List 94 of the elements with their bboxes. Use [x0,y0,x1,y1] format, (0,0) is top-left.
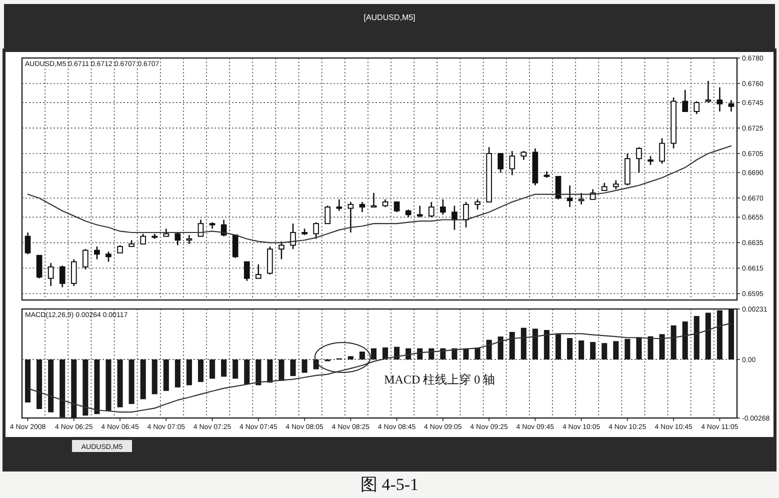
bar [278,359,284,381]
bar [474,348,480,360]
annotation: MACD 柱线上穿 0 轴 [384,372,496,386]
candlestick [278,240,284,260]
candlestick [578,192,584,206]
bar [221,359,227,377]
candlestick [198,219,204,237]
candlestick [186,234,192,245]
candlestick [566,184,573,208]
candlestick [416,205,423,218]
candlestick [94,246,100,260]
candlestick [636,146,642,174]
bar [232,359,238,379]
candlestick [255,264,262,279]
bar [509,332,515,360]
bar [602,343,608,360]
candlestick [70,258,77,287]
bar [532,328,538,360]
candlestick [440,198,446,216]
bar [152,359,158,394]
bar [48,359,54,412]
bar [106,359,112,411]
bar [174,359,180,388]
candlestick [705,80,712,104]
bar [290,359,296,376]
bar [140,359,146,400]
candlestick [48,262,54,287]
bar [244,359,250,384]
bar [94,359,100,414]
bar [82,359,88,416]
candlestick [24,232,31,255]
bar [359,352,365,360]
candlestick [232,234,238,259]
candlestick [140,233,146,245]
bar [578,340,584,360]
bar [210,359,216,379]
bar [348,356,354,360]
candlestick [509,150,516,176]
bar [186,359,192,386]
bar [624,338,630,360]
bar [555,334,562,360]
bar [590,342,596,360]
candlestick [290,222,296,250]
bar [370,348,376,360]
candlestick [394,201,400,213]
bar [544,330,550,360]
candlestick [728,99,734,112]
bar [694,316,700,360]
candlestick [106,250,112,262]
bar [267,359,273,383]
bar [613,341,619,360]
bar [382,347,388,360]
bar [117,359,123,408]
candlestick [324,205,331,224]
bar [498,336,504,360]
bar [520,328,526,360]
line-series [27,322,732,413]
candlestick [244,261,250,282]
candlestick [59,264,66,288]
bar [705,312,711,360]
candlestick [359,201,366,213]
candlestick [498,152,504,174]
bar [128,359,134,404]
candlestick [463,201,469,228]
bar [302,359,308,373]
candlestick [694,100,700,115]
bar [36,359,42,410]
bar [163,359,169,391]
candlestick [452,205,458,231]
bar [256,359,262,386]
candlestick [716,86,723,112]
bar [682,321,688,360]
bar [670,325,676,360]
bar [198,359,204,382]
candlestick [336,198,342,212]
chart-title: [AUDUSD,M5] [364,13,416,22]
bar [567,338,573,360]
candlestick [36,254,42,279]
candlestick [682,89,688,112]
bar [463,348,469,360]
candlestick [474,198,480,210]
bar [648,336,654,360]
candlestick [428,201,434,218]
candlestick [174,232,181,246]
candlestick [348,201,354,234]
candlestick [82,248,88,270]
bar [486,340,492,360]
candlestick [313,222,319,240]
candlestick [659,138,665,164]
candlestick [370,192,377,208]
bar [636,337,642,360]
bar [659,334,665,360]
caption: 图 4-5-1 [360,475,419,494]
bar [25,359,31,402]
